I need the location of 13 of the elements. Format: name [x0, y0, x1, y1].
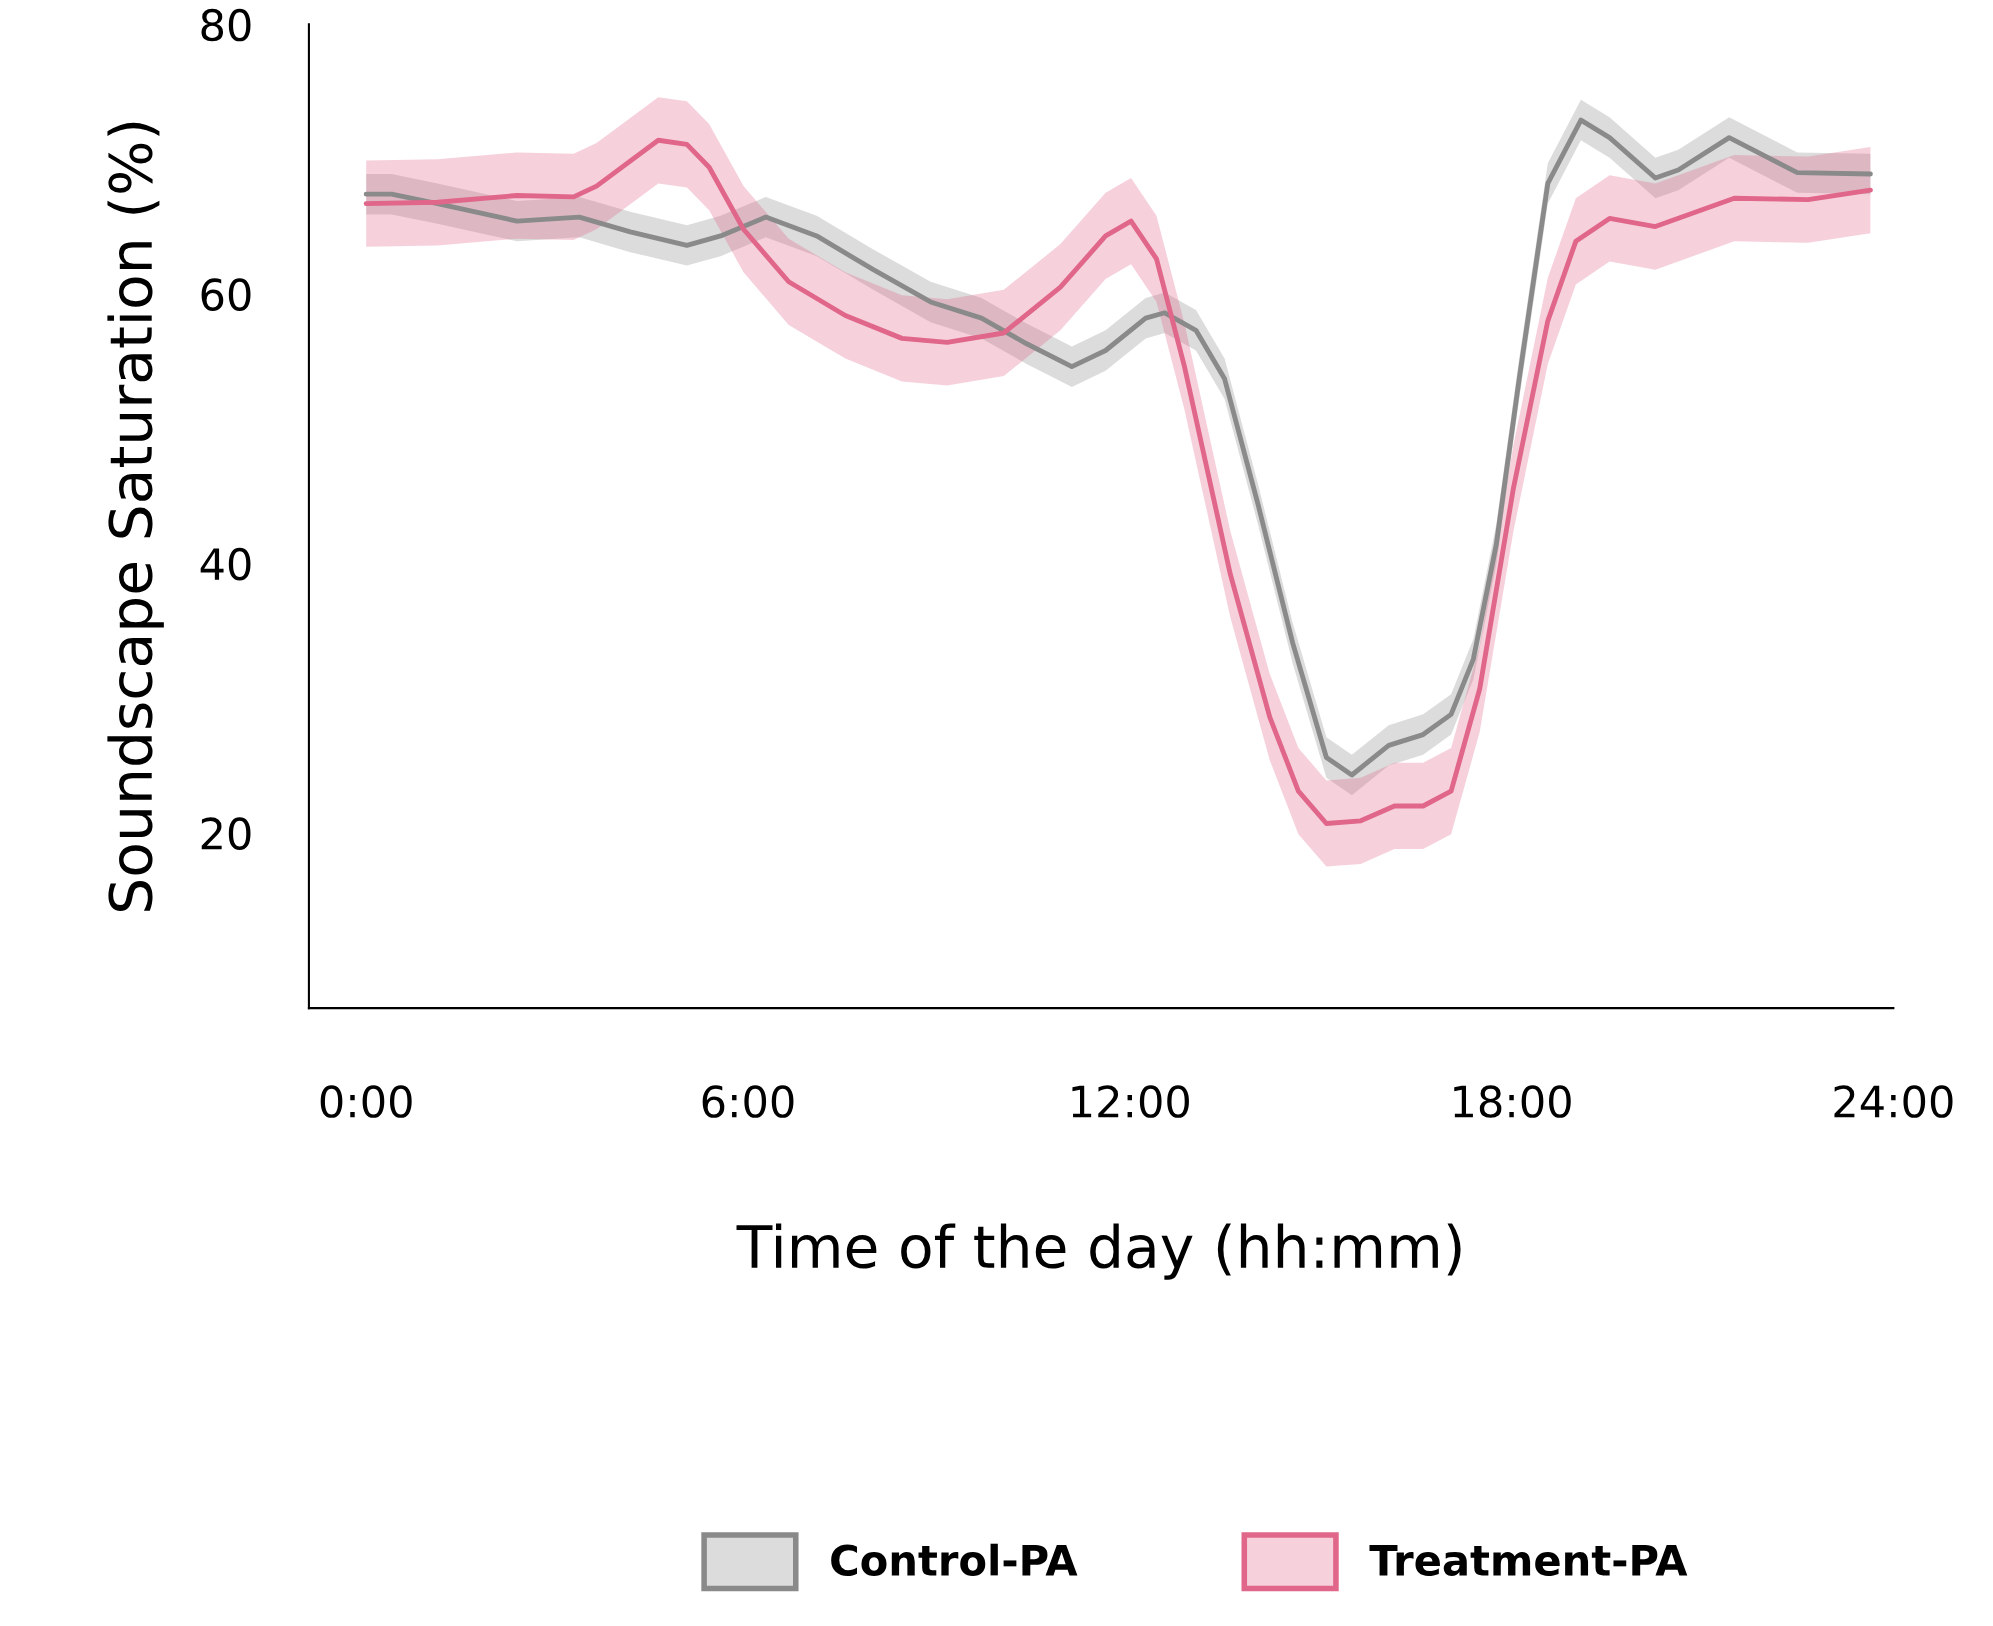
x-tick-label: 0:00 [320, 1085, 412, 1118]
y-tick-label: 20 [201, 817, 251, 850]
legend-label: Control-PA [831, 1543, 1078, 1576]
x-tick-label: 6:00 [702, 1085, 794, 1118]
legend-label: Treatment-PA [1369, 1545, 1688, 1576]
x-tick-label: 18:00 [1454, 1085, 1571, 1118]
y-tick-label: 60 [201, 278, 251, 311]
x-axis-title: Time of the day (hh:mm) [736, 1223, 1461, 1280]
x-tick-label: 24:00 [1834, 1085, 1953, 1118]
x-tick-label: 12:00 [1072, 1085, 1189, 1118]
y-tick-label: 40 [200, 547, 251, 581]
y-axis-title: Soundscape Saturation (%) [107, 122, 164, 911]
y-tick-label: 80 [201, 8, 251, 42]
